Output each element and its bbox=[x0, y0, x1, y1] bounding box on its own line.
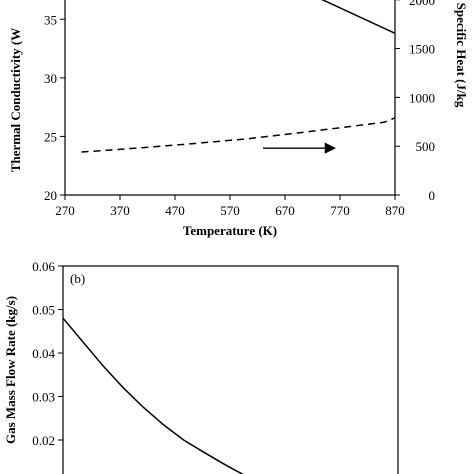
panel-a-y-left-tick-label: 20 bbox=[44, 188, 57, 203]
panel-a-series-line-right bbox=[81, 117, 396, 153]
panel-b-label: (b) bbox=[70, 271, 85, 286]
panel-a-x-tick-label: 270 bbox=[55, 203, 75, 218]
panel-a-y-left-tick-label: 30 bbox=[44, 71, 57, 86]
panel-b-series bbox=[62, 317, 244, 474]
panel-b-plot-frame bbox=[62, 265, 399, 474]
panel-a-y-left-tick-label: 25 bbox=[44, 129, 57, 144]
panel-a-x-tick-label: 570 bbox=[220, 203, 240, 218]
panel-a-plot-frame bbox=[64, 0, 396, 196]
panel-b-y-tick-label: 0.05 bbox=[32, 303, 55, 318]
panel-a-x-tick-label: 870 bbox=[385, 203, 405, 218]
panel-a-x-ticks: 270 370 470 570 670 770 870 bbox=[55, 195, 405, 218]
panel-b: (b) 0.060.050.040.030.020.01 Gas Mass Fl… bbox=[3, 259, 399, 474]
panel-a-x-axis-title: Temperature (K) bbox=[183, 223, 277, 238]
panel-a-y-axis-title-right: Specific Heat (J/kg bbox=[454, 3, 469, 108]
panel-a-y-right-tick-label: 0 bbox=[429, 188, 436, 203]
panel-a-y-right-tick-label: 500 bbox=[416, 139, 436, 154]
panel-a-x-tick-label: 470 bbox=[165, 203, 185, 218]
panel-b-y-tick-label: 0.04 bbox=[32, 346, 55, 361]
panel-a-y-ticks-left: 20 25 30 35 bbox=[44, 12, 65, 203]
panel-b-y-ticks: 0.060.050.040.030.020.01 bbox=[32, 259, 63, 448]
panel-a-y-left-tick-label: 35 bbox=[44, 12, 57, 27]
panel-a-y-right-tick-label: 2000 bbox=[409, 0, 435, 8]
panel-a-x-tick-label: 370 bbox=[110, 203, 130, 218]
panel-a: 270 370 470 570 670 770 870 20 25 30 35 0 500 1000 1… bbox=[8, 0, 469, 238]
panel-a-series bbox=[81, 0, 396, 153]
panel-a-x-tick-label: 770 bbox=[330, 203, 350, 218]
panel-b-y-tick-label: 0.06 bbox=[32, 259, 55, 274]
panel-a-y-right-tick-label: 1000 bbox=[409, 90, 435, 105]
panel-a-series-line-left bbox=[321, 0, 396, 35]
panel-a-x-tick-label: 670 bbox=[275, 203, 295, 218]
panel-a-y-right-tick-label: 1500 bbox=[409, 42, 435, 57]
panel-b-series-line bbox=[62, 317, 244, 474]
panel-b-y-tick-label: 0.02 bbox=[32, 433, 55, 448]
panel-b-y-axis-title: Gas Mass Flow Rate (kg/s) bbox=[3, 296, 18, 444]
panel-a-y-axis-title-left: Thermal Conductivity (W bbox=[8, 28, 23, 172]
panel-b-y-tick-label: 0.03 bbox=[32, 390, 55, 405]
panel-a-y-ticks-right: 0 500 1000 1500 2000 bbox=[395, 0, 435, 203]
